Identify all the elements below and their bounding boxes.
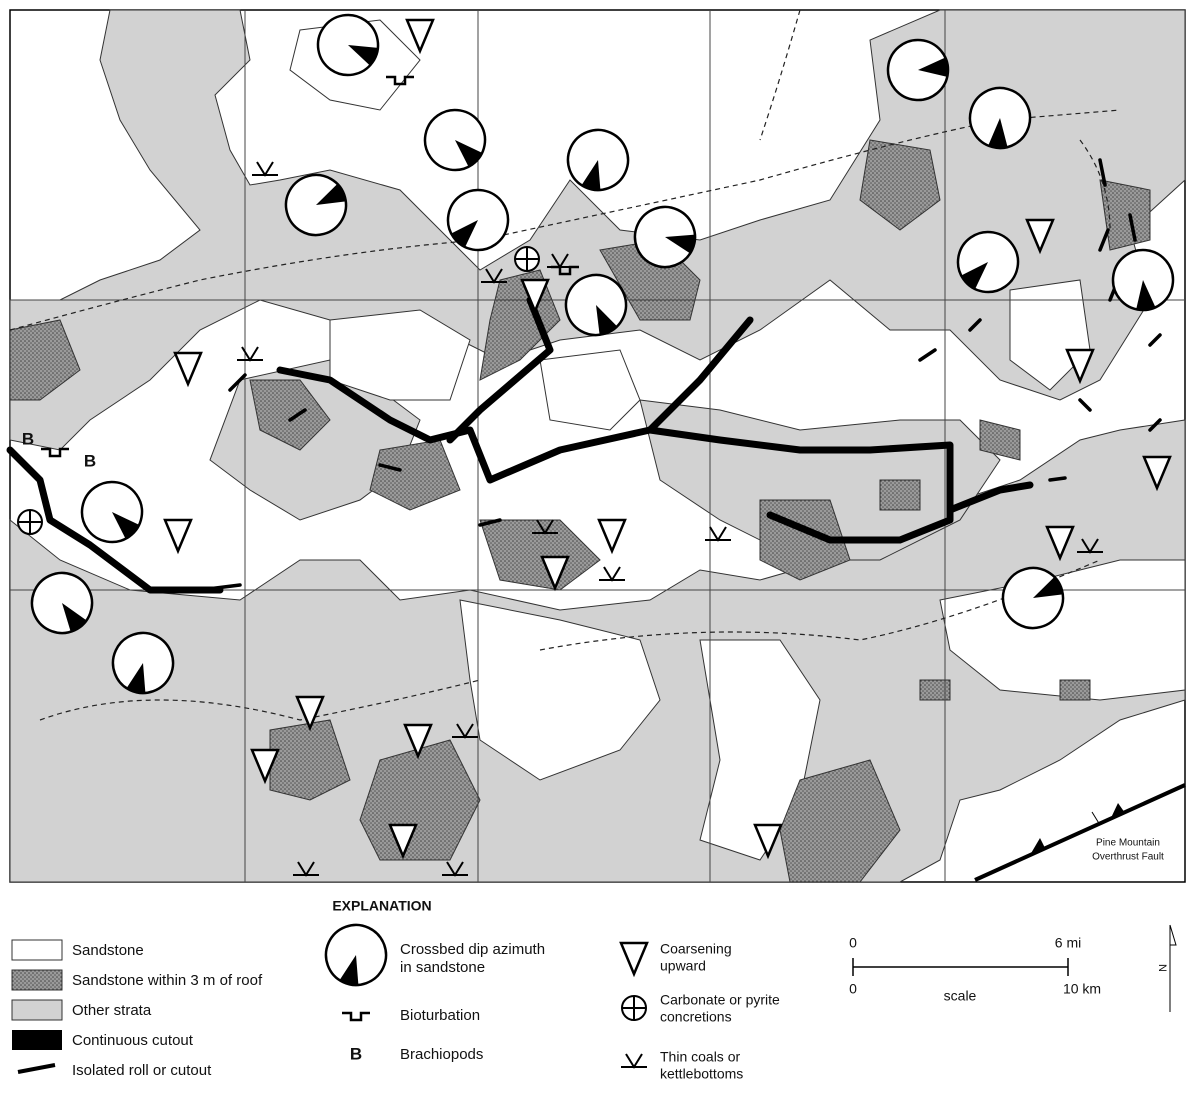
- map-feature: [1169, 924, 1177, 1012]
- legend: EXPLANATION Sandstone Sandstone within 3…: [11, 898, 1177, 1082]
- legend-text: Crossbed dip azimuth: [400, 941, 545, 958]
- map-feature: [919, 679, 951, 701]
- map-feature: [939, 559, 1186, 701]
- legend-symbol: B: [350, 1044, 362, 1063]
- legend-text: Sandstone within 3 m of roof: [72, 972, 263, 989]
- map-feature: [12, 1030, 62, 1050]
- map-feature: [1091, 811, 1101, 826]
- scale-caption: scale: [944, 988, 977, 1004]
- map-feature: [946, 481, 1034, 514]
- map-feature: [1030, 803, 1125, 855]
- map-feature: [11, 999, 63, 1021]
- legend-text: upward: [660, 958, 706, 974]
- legend-text: Bioturbation: [400, 1007, 480, 1024]
- map-feature: [359, 739, 481, 861]
- map-feature: [249, 379, 331, 451]
- fault: [974, 783, 1186, 882]
- legend-text: Isolated roll or cutout: [72, 1062, 212, 1079]
- map-feature: [9, 319, 81, 401]
- map-feature: [974, 783, 1186, 882]
- map-symbol: [619, 941, 649, 976]
- map-feature: [759, 9, 1111, 231]
- map-feature: [17, 1063, 56, 1074]
- map-feature: [11, 969, 63, 991]
- legend-text: concretions: [660, 1009, 732, 1025]
- legend-text: Continuous cutout: [72, 1032, 194, 1049]
- legend-text: Other strata: [72, 1002, 152, 1019]
- map-feature: [859, 139, 941, 231]
- fault-label: Overthrust Fault: [1092, 852, 1164, 863]
- isolated-rolls: [198, 158, 1162, 592]
- map-feature: [459, 599, 661, 781]
- legend-text: Carbonate or pyrite: [660, 992, 780, 1008]
- map-feature: [979, 419, 1021, 461]
- legend-title: EXPLANATION: [332, 898, 431, 914]
- map-feature: [446, 296, 554, 444]
- continuous-cutouts: [6, 296, 1034, 594]
- map-label: B: [22, 429, 34, 448]
- map-feature: [539, 349, 641, 431]
- map-feature: [1009, 279, 1091, 391]
- scale-label: 10 km: [1063, 981, 1101, 997]
- fault-label: Pine Mountain: [1096, 838, 1160, 849]
- map-symbol: [514, 246, 540, 272]
- north-label: N: [1156, 964, 1168, 972]
- map-feature: [879, 479, 921, 511]
- map: B B Pine Mountain Overthrust Fault: [6, 8, 1187, 883]
- map-feature: [646, 316, 754, 434]
- scale-label: 0: [849, 935, 857, 951]
- map-symbol: [621, 995, 647, 1021]
- map-feature: [276, 366, 954, 544]
- legend-text: Thin coals or: [660, 1049, 740, 1065]
- map-symbol: [316, 915, 396, 995]
- legend-text: Brachiopods: [400, 1046, 483, 1063]
- map-feature: [1059, 679, 1091, 701]
- map-symbol: [340, 1011, 372, 1022]
- map-symbol: [17, 509, 43, 535]
- legend-text: Sandstone: [72, 942, 144, 959]
- map-label: B: [84, 451, 96, 470]
- legend-text: kettlebottoms: [660, 1066, 743, 1082]
- legend-text: in sandstone: [400, 959, 485, 976]
- map-feature: [479, 519, 601, 591]
- scale-label: 0: [849, 981, 857, 997]
- map-feature: [198, 158, 1162, 592]
- map-feature: [11, 939, 63, 961]
- map-feature: [6, 446, 224, 594]
- map-feature: [269, 719, 351, 801]
- scale-label: 6 mi: [1055, 935, 1081, 951]
- map-feature: [1099, 179, 1151, 251]
- legend-text: Coarsening: [660, 941, 732, 957]
- map-feature: [852, 958, 1069, 976]
- map-symbol: [620, 1053, 648, 1068]
